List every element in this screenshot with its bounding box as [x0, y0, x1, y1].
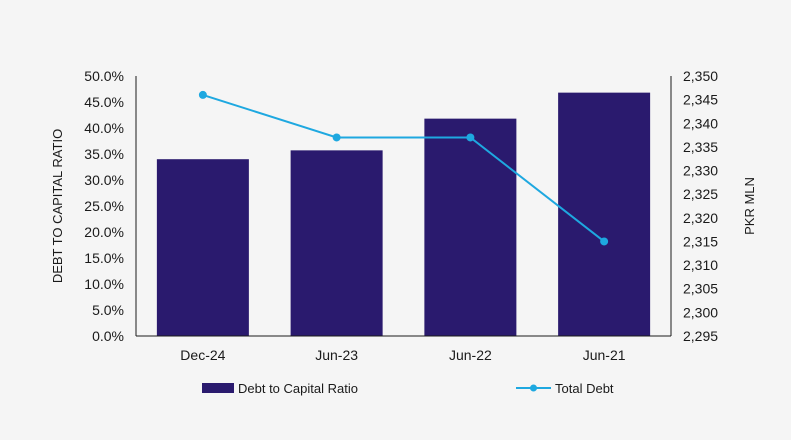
x-tick-label: Jun-21 — [583, 347, 626, 363]
bar-dec-24 — [156, 159, 249, 336]
bar-jun-23 — [290, 150, 383, 336]
x-tick-label: Dec-24 — [180, 347, 225, 363]
y2-axis-title: PKR MLN — [742, 177, 757, 235]
total-debt-line — [202, 93, 605, 243]
y-tick-label: 50.0% — [84, 68, 124, 84]
y-tick-label: 40.0% — [84, 120, 124, 136]
legend-line-label: Total Debt — [555, 381, 614, 396]
total-debt-point-jun-21 — [600, 237, 609, 246]
legend-bar-swatch — [202, 383, 234, 393]
y-tick-label: 0.0% — [92, 328, 124, 344]
y2-tick-label: 2,340 — [683, 115, 718, 131]
y2-tick-label: 2,335 — [683, 139, 718, 155]
y2-tick-label: 2,315 — [683, 233, 718, 249]
axes-layer — [135, 76, 672, 337]
y-tick-label: 10.0% — [84, 276, 124, 292]
y2-tick-label: 2,345 — [683, 92, 718, 108]
bar-jun-22 — [424, 118, 517, 336]
bars-layer — [156, 92, 651, 336]
y-tick-label: 20.0% — [84, 224, 124, 240]
y2-tick-label: 2,305 — [683, 281, 718, 297]
y-tick-label: 25.0% — [84, 198, 124, 214]
y2-tick-label: 2,330 — [683, 163, 718, 179]
total-debt-point-jun-23 — [332, 133, 341, 142]
y-tick-label: 5.0% — [92, 302, 124, 318]
ticks-layer: 0.0% 5.0% 10.0% 15.0% 20.0% 25.0% 30.0% 35.0% 40… — [84, 68, 718, 363]
legend-line-marker — [530, 384, 537, 392]
legend: Debt to Capital Ratio Total Debt — [202, 381, 614, 396]
y2-tick-label: 2,310 — [683, 257, 718, 273]
y-tick-label: 30.0% — [84, 172, 124, 188]
y-axis-title: DEBT TO CAPITAL RATIO — [50, 129, 65, 283]
total-debt-point-dec-24 — [198, 90, 207, 99]
y2-tick-label: 2,295 — [683, 328, 718, 344]
x-tick-label: Jun-22 — [449, 347, 492, 363]
y2-tick-label: 2,320 — [683, 210, 718, 226]
y-tick-label: 45.0% — [84, 94, 124, 110]
total-debt-point-jun-22 — [466, 133, 475, 142]
y-tick-label: 15.0% — [84, 250, 124, 266]
x-tick-label: Jun-23 — [315, 347, 358, 363]
line-layer — [198, 90, 609, 246]
y2-tick-label: 2,300 — [683, 304, 718, 320]
y2-tick-label: 2,325 — [683, 186, 718, 202]
y2-tick-label: 2,350 — [683, 68, 718, 84]
legend-bar-label: Debt to Capital Ratio — [238, 381, 358, 396]
bar-jun-21 — [558, 92, 651, 336]
y-tick-label: 35.0% — [84, 146, 124, 162]
